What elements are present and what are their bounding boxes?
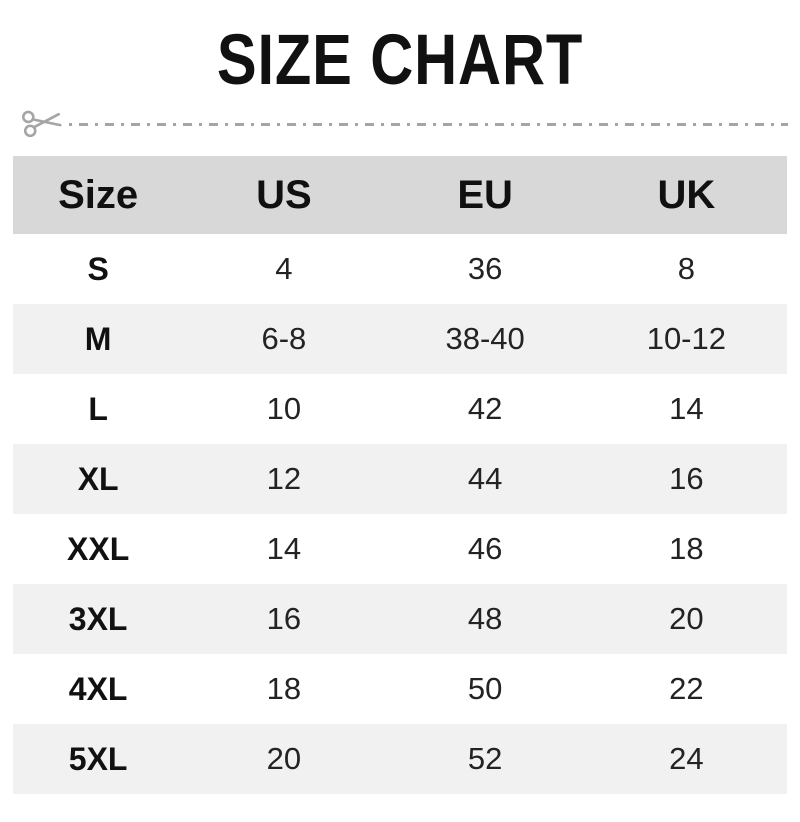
value-cell: 18 — [266, 671, 302, 706]
table-row: S 4 36 8 — [13, 234, 787, 304]
table-row: 4XL 18 50 22 — [13, 654, 787, 724]
value-cell: 24 — [669, 741, 704, 776]
value-cell: 4 — [275, 251, 293, 286]
value-cell: 8 — [677, 251, 695, 286]
header-cell: UK — [657, 172, 716, 217]
size-cell: XL — [77, 460, 119, 497]
value-cell: 22 — [669, 671, 704, 706]
value-cell: 10 — [266, 391, 302, 426]
size-cell: S — [87, 250, 109, 287]
value-cell: 52 — [467, 741, 503, 776]
value-cell: 12 — [266, 461, 302, 496]
value-cell: 48 — [467, 601, 503, 636]
header-cell: Size — [58, 172, 139, 217]
size-cell: 3XL — [68, 600, 128, 637]
table-row: XL 12 44 16 — [13, 444, 787, 514]
table-row: M 6-8 38-40 10-12 — [13, 304, 787, 374]
table-row: 3XL 16 48 20 — [13, 584, 787, 654]
size-cell: 4XL — [68, 670, 128, 707]
table-row: XXL 14 46 18 — [13, 514, 787, 584]
size-chart-table: Size US EU UK S 4 36 8 M 6-8 38-40 10-12 L 10 42 14 XL 1… — [13, 156, 787, 794]
value-cell: 20 — [266, 741, 302, 776]
value-cell: 16 — [266, 601, 302, 636]
value-cell: 42 — [467, 391, 503, 426]
header-cell: EU — [457, 172, 513, 217]
value-cell: 46 — [467, 531, 503, 566]
value-cell: 10-12 — [646, 321, 726, 356]
value-cell: 18 — [669, 531, 704, 566]
header-cell: US — [256, 172, 312, 217]
size-cell: L — [88, 390, 108, 427]
page-title: SIZE CHART — [216, 20, 584, 100]
value-cell: 16 — [669, 461, 704, 496]
value-cell: 20 — [669, 601, 704, 636]
value-cell: 50 — [467, 671, 503, 706]
dashed-cut-line — [69, 122, 788, 126]
size-cell: XXL — [67, 530, 130, 567]
size-cell: M — [84, 320, 112, 357]
size-cell: 5XL — [68, 740, 128, 777]
value-cell: 36 — [467, 251, 503, 286]
value-cell: 38-40 — [445, 321, 525, 356]
cut-line — [22, 104, 788, 144]
value-cell: 14 — [266, 531, 302, 566]
title-bar: SIZE CHART — [0, 22, 800, 98]
value-cell: 44 — [467, 461, 503, 496]
value-cell: 6-8 — [261, 321, 307, 356]
table-row: 5XL 20 52 24 — [13, 724, 787, 794]
table-header-row: Size US EU UK — [13, 156, 787, 234]
value-cell: 14 — [669, 391, 704, 426]
table-row: L 10 42 14 — [13, 374, 787, 444]
scissors-icon — [19, 102, 66, 146]
